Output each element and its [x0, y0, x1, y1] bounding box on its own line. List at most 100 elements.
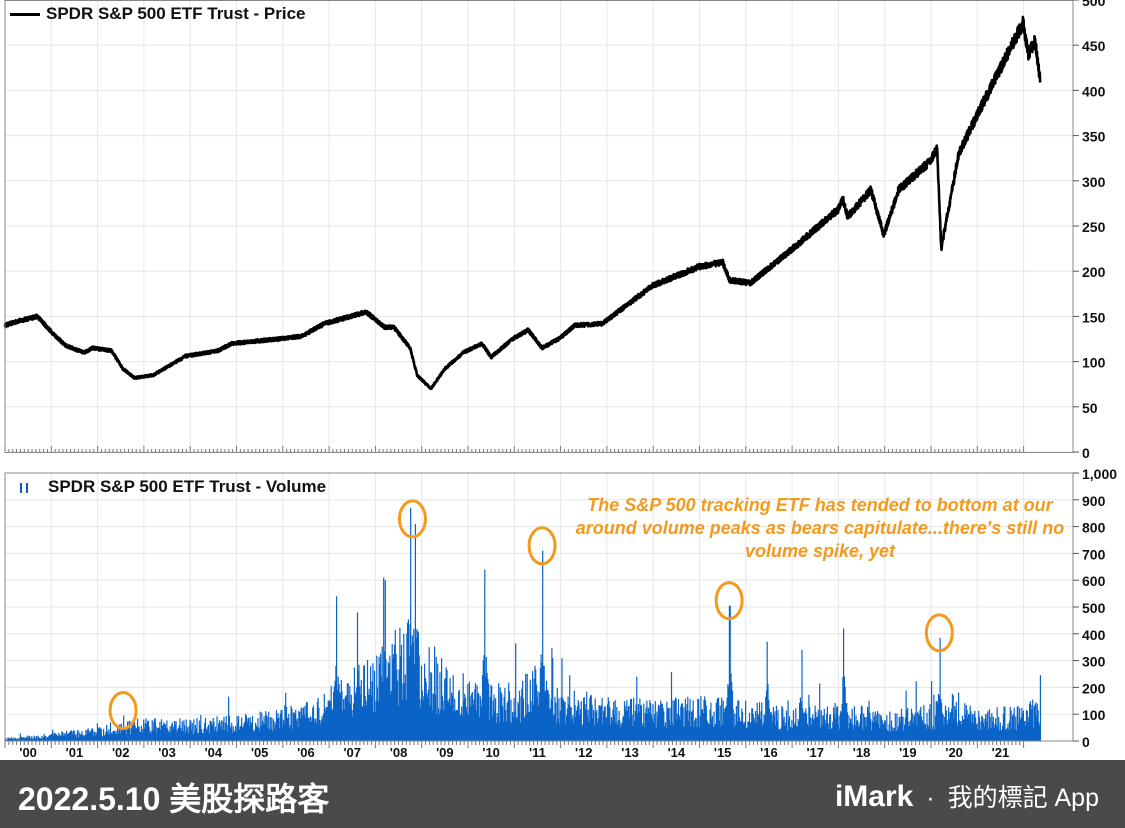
volume-bar — [218, 723, 220, 741]
volume-bar — [535, 669, 537, 741]
volume-bar — [236, 715, 238, 741]
volume-bar — [340, 680, 342, 741]
volume-bar — [113, 730, 115, 741]
volume-bar — [648, 711, 650, 741]
volume-bar — [993, 727, 995, 741]
volume-bar — [937, 694, 940, 741]
volume-bar — [687, 696, 689, 741]
volume-bar — [876, 714, 878, 741]
volume-bar — [375, 700, 377, 741]
volume-bar — [515, 718, 517, 741]
volume-bar — [46, 737, 48, 741]
volume-bar — [984, 726, 986, 741]
volume-bar — [346, 683, 348, 741]
volume-bar — [921, 719, 923, 741]
volume-bar — [278, 717, 280, 741]
volume-bar — [560, 697, 562, 741]
volume-bar — [5, 739, 7, 741]
volume-bar — [249, 717, 251, 741]
x-tick-label: '02 — [112, 745, 130, 760]
volume-bar — [765, 696, 767, 741]
volume-bar — [461, 706, 463, 741]
annotation: The S&P 500 tracking ETF has tended to b… — [575, 495, 1065, 561]
volume-bar — [157, 728, 159, 741]
volume-bar — [177, 728, 180, 741]
volume-bar — [742, 723, 744, 741]
volume-bar — [409, 624, 411, 741]
volume-bar — [195, 728, 197, 741]
volume-bar — [537, 691, 539, 741]
volume-bar — [674, 700, 676, 741]
volume-bar — [621, 722, 623, 741]
volume-bar — [1027, 722, 1029, 741]
volume-bar — [353, 703, 355, 741]
volume-bar — [184, 733, 186, 741]
price-line — [3, 15, 1042, 391]
volume-bar — [531, 711, 533, 741]
volume-bar — [113, 731, 115, 741]
volume-bar — [675, 698, 677, 741]
volume-bar — [266, 716, 268, 741]
volume-bar — [38, 737, 40, 741]
volume-bar — [762, 725, 764, 741]
volume-bar — [418, 655, 420, 741]
volume-bar — [892, 730, 894, 741]
volume-bar — [380, 653, 382, 741]
volume-bar — [600, 706, 602, 741]
volume-bar — [926, 712, 928, 741]
volume-bar — [153, 722, 155, 741]
volume-bar — [1022, 710, 1024, 741]
volume-bar — [160, 719, 163, 741]
volume-bar — [894, 727, 896, 741]
volume-bar — [176, 731, 178, 741]
volume-bar — [1022, 713, 1024, 741]
volume-bar — [699, 715, 701, 741]
volume-bar — [569, 675, 571, 741]
volume-bar — [460, 713, 462, 741]
volume-bar — [116, 724, 119, 741]
volume-bar — [777, 710, 779, 741]
volume-bar — [395, 653, 397, 741]
volume-bar — [369, 695, 371, 741]
volume-bar — [768, 708, 771, 741]
volume-bar — [897, 730, 899, 741]
volume-bar — [545, 680, 548, 741]
volume-bar — [883, 721, 886, 741]
x-tick-label: '18 — [853, 745, 871, 760]
volume-bar — [370, 695, 372, 741]
volume-bar — [118, 729, 120, 741]
volume-bar — [244, 721, 246, 741]
volume-bar — [303, 714, 305, 741]
volume-bar — [968, 715, 970, 741]
volume-bar — [217, 730, 219, 741]
volume-bar — [532, 705, 534, 741]
volume-bar — [325, 710, 327, 741]
volume-bar — [579, 714, 581, 741]
volume-bar — [322, 719, 324, 741]
volume-bar — [378, 656, 380, 741]
volume-bar — [146, 724, 148, 741]
volume-bar — [796, 726, 798, 741]
volume-bar — [1026, 710, 1028, 741]
volume-bar — [134, 726, 136, 741]
volume-bar — [411, 635, 413, 741]
volume-bar — [174, 720, 176, 741]
volume-bar — [789, 726, 791, 741]
volume-bar — [728, 605, 730, 741]
volume-bar — [626, 700, 628, 741]
volume-bar — [314, 718, 316, 741]
volume-bar — [536, 697, 538, 741]
volume-bar — [698, 727, 700, 741]
volume-bar — [1013, 707, 1015, 741]
volume-bar — [25, 737, 27, 741]
volume-bar — [800, 701, 802, 741]
x-tick-label: '10 — [482, 745, 500, 760]
volume-bar — [167, 730, 169, 741]
volume-bar — [107, 733, 109, 741]
volume-bar — [791, 719, 793, 741]
volume-bar — [924, 724, 926, 741]
volume-bar — [625, 711, 627, 741]
volume-bar — [933, 694, 935, 741]
volume-bar — [950, 712, 952, 741]
volume-bar — [1034, 704, 1036, 741]
